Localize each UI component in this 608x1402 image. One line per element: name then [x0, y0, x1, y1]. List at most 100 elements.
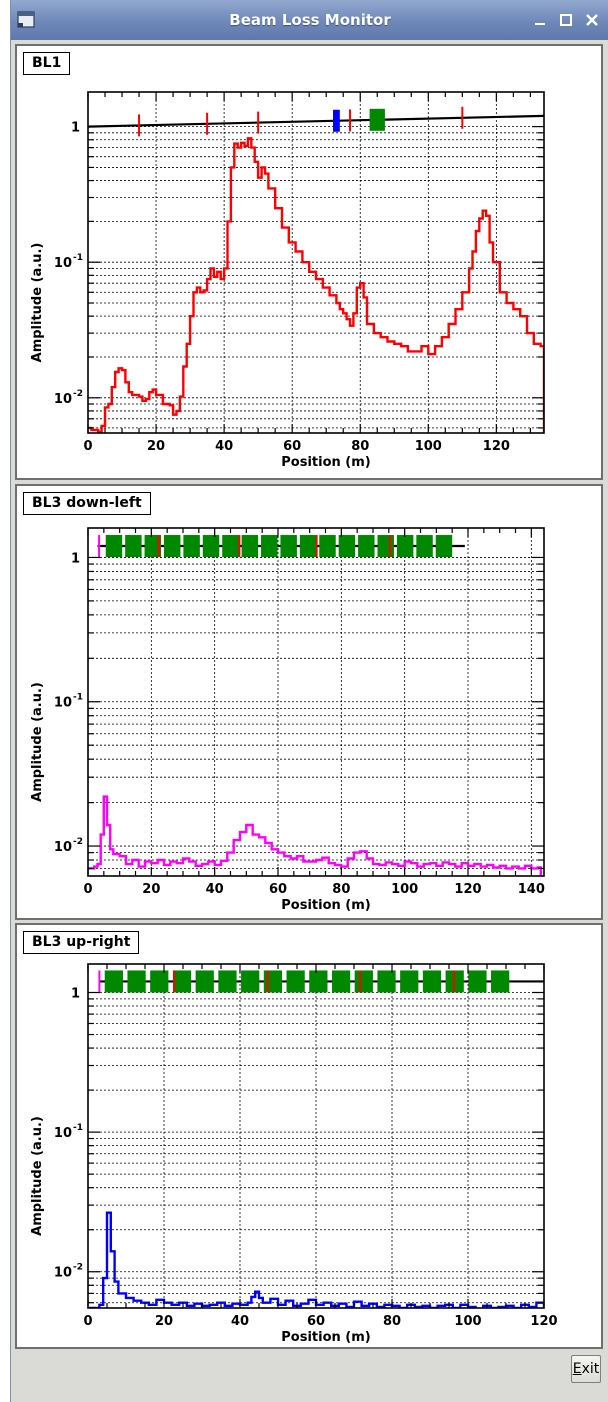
x-tick-label: 120	[483, 439, 510, 454]
grid	[88, 528, 544, 876]
magnet-block	[319, 535, 336, 558]
x-ticks	[87, 92, 531, 433]
magnet-block	[416, 535, 433, 558]
magnet-block	[396, 535, 414, 558]
x-tick-label: 40	[215, 439, 233, 454]
x-tick-label: 120	[454, 882, 481, 897]
minimize-icon[interactable]	[531, 11, 549, 29]
x-tick-label: 140	[518, 882, 545, 897]
magnet-block	[104, 970, 123, 993]
magnet-block	[241, 535, 259, 558]
panel-title-bl1: BL1	[23, 52, 71, 75]
magnet-block	[400, 970, 419, 993]
magnet-block	[491, 970, 510, 993]
window-menu-icon[interactable]	[17, 11, 35, 28]
beamline-axis	[88, 114, 544, 128]
y-tick-label: 10	[54, 840, 72, 855]
magnet-block	[222, 535, 239, 558]
x-tick-label: 80	[383, 1314, 401, 1329]
y-tick-label: 10	[54, 696, 72, 711]
magnet-block	[354, 970, 373, 993]
magnet-block	[172, 970, 192, 993]
magnet-block	[377, 535, 394, 558]
magnet-block	[338, 535, 356, 558]
y-tick-label: 1	[71, 987, 80, 1002]
series-line-bl1	[88, 137, 544, 433]
grid	[88, 964, 544, 1308]
x-tick-label: 0	[83, 1314, 92, 1329]
x-tick-label: 100	[415, 439, 442, 454]
beamline-overlay	[97, 535, 465, 558]
y-ticks	[88, 991, 544, 1304]
series-line-bl3-up-right	[88, 1211, 544, 1308]
close-icon[interactable]	[583, 11, 601, 29]
y-tick-exponent: -2	[73, 389, 83, 399]
y-tick-label: 10	[54, 1266, 72, 1281]
y-tick-label: 1	[71, 551, 80, 566]
y-tick-exponent: -1	[73, 693, 83, 703]
x-tick-label: 80	[332, 882, 350, 897]
x-tick-label: 0	[83, 882, 92, 897]
x-tick-label: 120	[530, 1314, 557, 1329]
exit-mnemonic: E	[572, 1361, 582, 1377]
x-tick-label: 100	[391, 882, 418, 897]
x-axis-label: Position (m)	[281, 898, 370, 913]
grid	[88, 92, 544, 433]
magnet-block	[241, 970, 260, 993]
y-axis-label: Amplitude (a.u.)	[30, 1116, 45, 1236]
x-axis-label: Position (m)	[281, 1330, 370, 1345]
y-tick-label: 1	[71, 121, 80, 136]
x-ticks	[87, 528, 532, 876]
magnet-block	[299, 535, 317, 558]
magnet-block	[202, 535, 220, 558]
y-tick-label: 10	[54, 392, 72, 407]
magnet-block	[358, 535, 375, 558]
x-tick-label: 20	[147, 439, 165, 454]
x-tick-label: 0	[83, 439, 92, 454]
panel-bl3-down-left: 0 20 40 60 80 100 120 140 Position (m) 10 -2 10 -1 1 A…	[15, 484, 603, 920]
maximize-icon[interactable]	[557, 11, 575, 29]
panel-title-bl3-down-left: BL3 down-left	[23, 492, 151, 515]
element-block	[333, 109, 340, 132]
y-tick-exponent: -2	[73, 1263, 83, 1273]
magnet-block	[261, 535, 278, 558]
beam-loss-monitor-window: Beam Loss Monitor 0 20 40 60 80 100 120 Positio…	[10, 0, 608, 1402]
magnet-block	[309, 970, 328, 993]
y-ticks	[88, 556, 544, 869]
x-tick-label: 20	[142, 882, 160, 897]
panel-title-bl3-up-right: BL3 up-right	[23, 931, 140, 954]
x-ticks	[87, 964, 545, 1308]
magnet-block	[183, 535, 200, 558]
magnet-block	[127, 970, 146, 993]
magnet-block	[468, 970, 487, 993]
beamline-overlay	[98, 970, 544, 993]
magnet-block	[218, 970, 237, 993]
x-tick-label: 40	[206, 882, 224, 897]
panel-bl1: 0 20 40 60 80 100 120 Position (m) 10 -2 10 -1 1 Ampl…	[15, 44, 603, 480]
y-ticks	[88, 126, 544, 429]
magnet-block	[280, 535, 297, 558]
series-line-bl3-down-left	[88, 795, 542, 876]
y-tick-exponent: -1	[73, 1123, 83, 1133]
magnet-block	[422, 970, 442, 993]
window-title: Beam Loss Monitor	[229, 11, 391, 29]
exit-button[interactable]: Exit	[571, 1355, 601, 1383]
x-tick-label: 40	[231, 1314, 249, 1329]
magnet-block	[286, 970, 305, 993]
magnet-block	[105, 535, 123, 558]
magnet-block	[377, 970, 396, 993]
y-axis-label: Amplitude (a.u.)	[30, 243, 45, 363]
x-tick-label: 20	[155, 1314, 173, 1329]
x-tick-label: 60	[283, 439, 301, 454]
y-tick-exponent: -2	[73, 837, 83, 847]
panel-bl3-up-right: 0 20 40 60 80 100 120 Position (m) 10 -2 10 -1 1 Ampl…	[15, 923, 603, 1349]
magnet-block	[435, 535, 453, 558]
element-block	[369, 108, 385, 131]
magnet-block	[150, 970, 169, 993]
magnet-block	[331, 970, 351, 993]
y-tick-label: 10	[54, 256, 72, 271]
beamline-overlay	[88, 106, 544, 137]
